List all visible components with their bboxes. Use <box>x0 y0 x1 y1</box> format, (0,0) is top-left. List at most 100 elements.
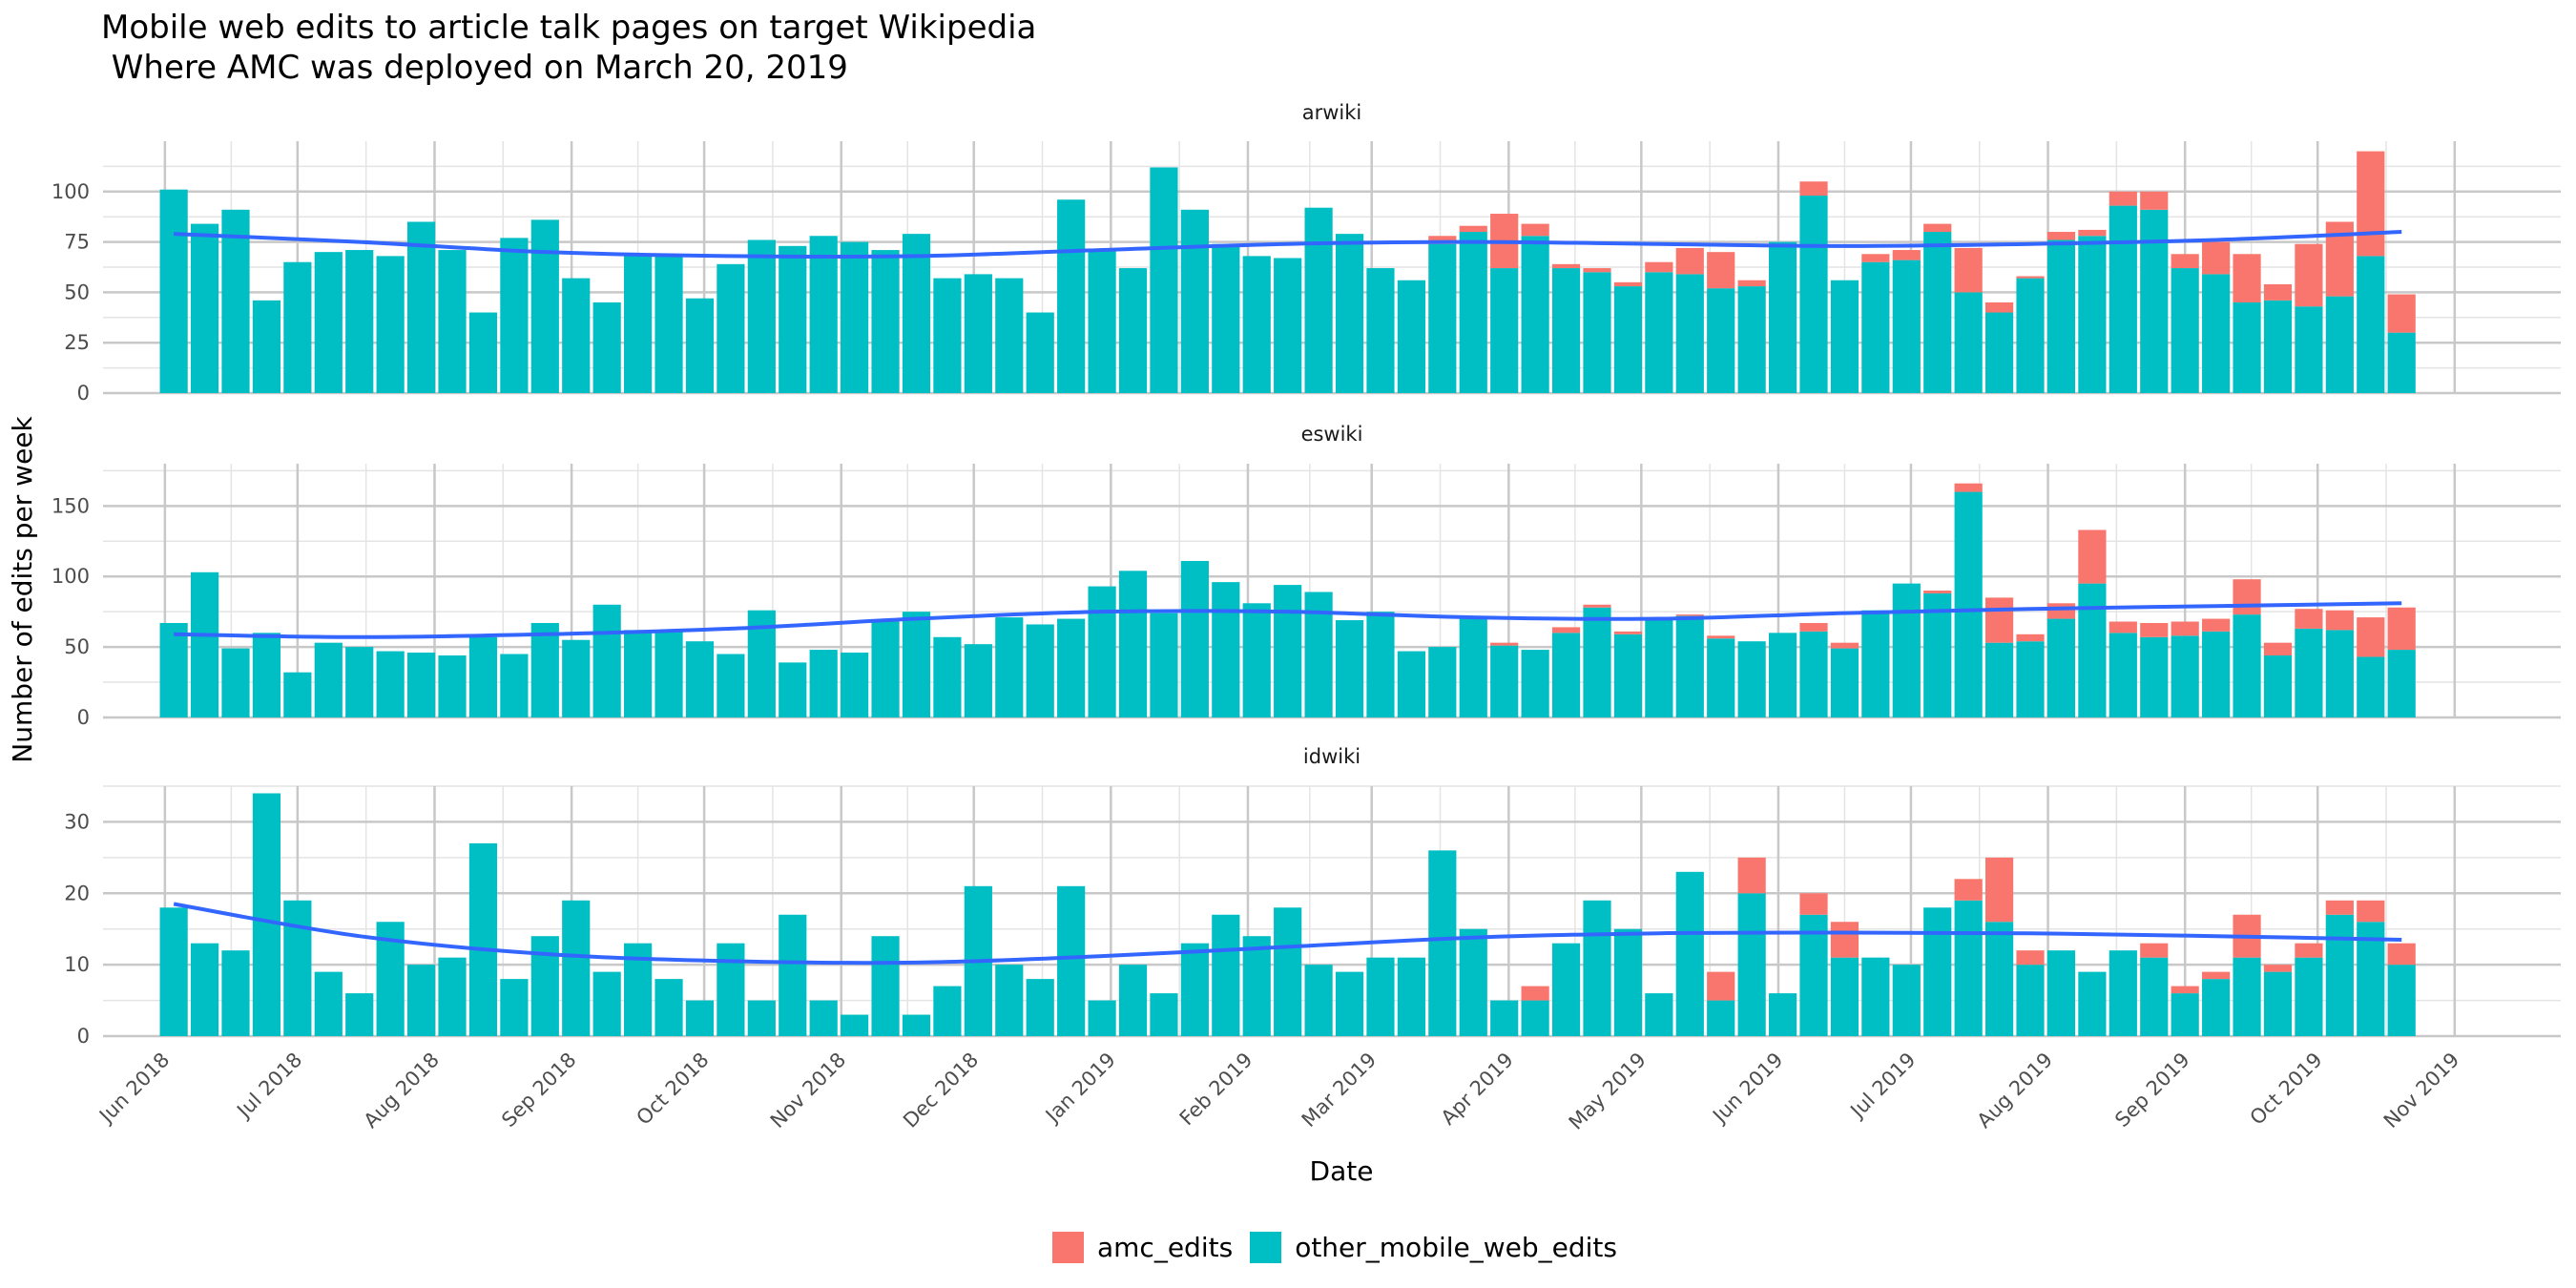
bar-other-mobile-web-edits <box>1675 274 1704 393</box>
x-tick-label: Apr 2019 <box>1437 1049 1518 1130</box>
bar-amc-edits <box>2078 530 2107 584</box>
bar-other-mobile-web-edits <box>1118 965 1148 1036</box>
bar-other-mobile-web-edits <box>995 617 1024 717</box>
bar-other-mobile-web-edits <box>252 793 281 1036</box>
bar-other-mobile-web-edits <box>1180 943 1209 1036</box>
bar-other-mobile-web-edits <box>1212 582 1240 717</box>
y-tick-label: 10 <box>64 953 90 976</box>
bar-other-mobile-web-edits <box>1861 261 1890 393</box>
bar-amc-edits <box>2202 971 2231 980</box>
x-tick-label: Jul 2019 <box>1845 1049 1921 1124</box>
bar-other-mobile-web-edits <box>1335 971 1364 1036</box>
y-tick-label: 20 <box>64 882 90 904</box>
bar-amc-edits <box>1675 247 1704 275</box>
facet-label-idwiki: idwiki <box>1303 745 1361 768</box>
bar-other-mobile-web-edits <box>406 221 436 393</box>
bar-amc-edits <box>2387 607 2416 651</box>
bar-other-mobile-web-edits <box>468 312 498 393</box>
bar-other-mobile-web-edits <box>2016 641 2045 717</box>
bar-amc-edits <box>1954 247 1983 293</box>
bar-other-mobile-web-edits <box>562 278 591 393</box>
bar-other-mobile-web-edits <box>283 900 312 1036</box>
bar-amc-edits <box>2263 283 2293 301</box>
bar-other-mobile-web-edits <box>995 278 1024 393</box>
x-tick-label: Oct 2019 <box>2246 1049 2327 1130</box>
bar-other-mobile-web-edits <box>190 223 219 393</box>
bar-other-mobile-web-edits <box>1397 957 1425 1036</box>
bar-other-mobile-web-edits <box>2387 650 2416 717</box>
x-tick-label: Jun 2019 <box>1707 1049 1787 1129</box>
bar-other-mobile-web-edits <box>1985 922 2014 1036</box>
bar-other-mobile-web-edits <box>1490 1000 1519 1036</box>
x-tick-label: May 2019 <box>1565 1049 1651 1134</box>
bar-other-mobile-web-edits <box>1583 900 1611 1036</box>
bar-other-mobile-web-edits <box>530 622 559 717</box>
y-tick-label: 100 <box>52 180 90 203</box>
y-tick-label: 150 <box>52 494 90 517</box>
x-tick-label: Jul 2018 <box>232 1049 307 1124</box>
bar-other-mobile-web-edits <box>1118 268 1148 393</box>
bar-other-mobile-web-edits <box>779 662 807 717</box>
bar-other-mobile-web-edits <box>902 612 931 717</box>
trend-line-eswiki <box>174 601 2402 639</box>
bar-other-mobile-web-edits <box>406 965 436 1036</box>
bar-other-mobile-web-edits <box>562 900 591 1036</box>
y-axis-title: Number of edits per week <box>7 415 38 762</box>
bar-other-mobile-web-edits <box>1583 272 1611 393</box>
bar-other-mobile-web-edits <box>1583 607 1611 717</box>
bar-other-mobile-web-edits <box>1707 638 1735 717</box>
bar-amc-edits <box>1613 631 1643 634</box>
bar-other-mobile-web-edits <box>2295 306 2323 393</box>
bar-other-mobile-web-edits <box>1613 286 1643 393</box>
bar-other-mobile-web-edits <box>1985 312 2014 393</box>
legend-item-other-mobile-web-edits: other_mobile_web_edits <box>1250 1231 1617 1263</box>
trend-line-idwiki <box>173 902 2402 966</box>
bar-amc-edits <box>1613 281 1643 287</box>
bar-amc-edits <box>2325 610 2354 631</box>
bar-other-mobile-web-edits <box>1954 292 1983 393</box>
bar-other-mobile-web-edits <box>747 1000 776 1036</box>
bar-amc-edits <box>1675 614 1704 616</box>
bar-other-mobile-web-edits <box>2140 209 2169 393</box>
bar-amc-edits <box>2325 900 2354 915</box>
bar-amc-edits <box>2357 151 2385 257</box>
bar-amc-edits <box>1490 642 1519 646</box>
bar-other-mobile-web-edits <box>1397 280 1425 393</box>
bar-other-mobile-web-edits <box>1088 1000 1116 1036</box>
bar-other-mobile-web-edits <box>438 654 467 717</box>
legend-swatch-amc-edits <box>1052 1231 1084 1263</box>
bar-amc-edits <box>1521 223 1549 237</box>
bar-amc-edits <box>1799 893 1828 915</box>
x-tick-label: Jun 2018 <box>93 1049 174 1129</box>
bar-other-mobile-web-edits <box>1830 280 1859 393</box>
bar-amc-edits <box>2140 191 2169 210</box>
bar-amc-edits <box>1551 263 1581 269</box>
x-tick-label: Aug 2019 <box>1973 1049 2057 1132</box>
bar-amc-edits <box>1923 223 1952 233</box>
bar-other-mobile-web-edits <box>376 651 405 717</box>
bar-other-mobile-web-edits <box>1551 943 1581 1036</box>
bar-other-mobile-web-edits <box>1490 645 1519 717</box>
bar-other-mobile-web-edits <box>376 256 405 393</box>
bar-other-mobile-web-edits <box>1366 957 1395 1036</box>
bar-other-mobile-web-edits <box>747 239 776 393</box>
bar-amc-edits <box>1954 483 1983 492</box>
bar-other-mobile-web-edits <box>624 630 653 717</box>
bar-amc-edits <box>1799 181 1828 197</box>
bar-other-mobile-web-edits <box>345 250 374 393</box>
bar-other-mobile-web-edits <box>1768 633 1797 717</box>
bar-other-mobile-web-edits <box>1057 885 1086 1036</box>
bar-other-mobile-web-edits <box>1737 286 1766 393</box>
bar-other-mobile-web-edits <box>1459 928 1487 1036</box>
bar-amc-edits <box>2202 618 2231 632</box>
bar-other-mobile-web-edits <box>1892 583 1921 717</box>
bar-other-mobile-web-edits <box>1675 615 1704 717</box>
bar-other-mobile-web-edits <box>2109 205 2137 393</box>
bar-amc-edits <box>2263 642 2293 655</box>
bar-amc-edits <box>2295 609 2323 629</box>
bar-other-mobile-web-edits <box>1274 585 1302 717</box>
legend: amc_edits other_mobile_web_edits <box>1052 1228 1634 1266</box>
bar-other-mobile-web-edits <box>1212 243 1240 393</box>
bar-amc-edits <box>2109 191 2137 206</box>
bar-amc-edits <box>1737 857 1766 894</box>
